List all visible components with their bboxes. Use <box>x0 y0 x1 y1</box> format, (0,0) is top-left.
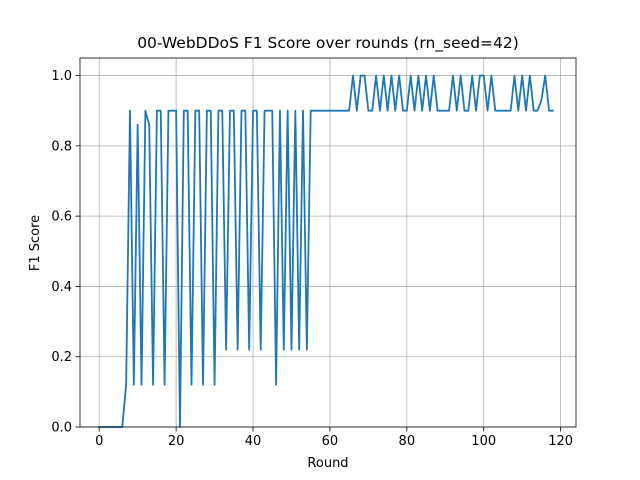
y-tick-label: 0.8 <box>51 139 72 154</box>
y-axis-label: F1 Score <box>28 215 43 271</box>
y-tick-label: 0.0 <box>51 421 72 436</box>
x-tick-label: 20 <box>168 434 185 449</box>
series-layer <box>98 74 554 428</box>
x-tick-label: 0 <box>95 434 103 449</box>
y-tick-label: 0.6 <box>51 210 72 225</box>
y-tick-label: 1.0 <box>51 69 72 84</box>
x-tick-label: 80 <box>399 434 416 449</box>
chart-title: 00-WebDDoS F1 Score over rounds (rn_seed… <box>137 34 519 53</box>
x-tick-label: 40 <box>245 434 262 449</box>
plot-frame <box>79 57 577 428</box>
axes-frame <box>79 57 577 428</box>
x-tick-label: 60 <box>322 434 339 449</box>
axis-ticks: 0 20 40 60 80 100 120 0.0 0.2 0.4 0.6 0.8 1.0 <box>51 69 573 449</box>
x-tick-label: 120 <box>548 434 573 449</box>
x-tick-label: 100 <box>471 434 496 449</box>
y-tick-label: 0.2 <box>51 350 72 365</box>
x-axis-label: Round <box>307 456 348 471</box>
series-line <box>98 74 554 428</box>
y-tick-label: 0.4 <box>51 280 72 295</box>
